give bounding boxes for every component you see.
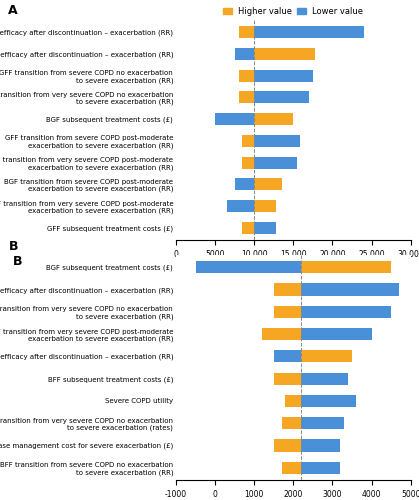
Text: A: A [8, 4, 18, 18]
Bar [238, 92, 254, 104]
Bar [301, 440, 340, 452]
Bar [282, 417, 301, 430]
Bar [301, 328, 372, 340]
Bar [262, 328, 301, 340]
Bar [254, 70, 313, 82]
Bar [254, 48, 315, 60]
Bar [254, 222, 276, 234]
Bar [282, 462, 301, 474]
Bar [254, 156, 297, 168]
Bar [196, 261, 301, 274]
Bar [301, 372, 348, 385]
Bar [274, 350, 301, 362]
Bar [227, 200, 254, 212]
X-axis label: ICUR per QALY gained (2019 £): ICUR per QALY gained (2019 £) [234, 264, 352, 274]
Bar [301, 462, 340, 474]
Bar [285, 395, 301, 407]
Bar [301, 306, 391, 318]
Bar [254, 178, 282, 190]
Bar [254, 92, 309, 104]
Bar [274, 372, 301, 385]
Bar [238, 70, 254, 82]
Bar [215, 113, 254, 125]
Bar [274, 284, 301, 296]
Bar [243, 135, 254, 147]
Bar [235, 48, 254, 60]
Bar [301, 284, 399, 296]
Bar [254, 200, 276, 212]
Text: B: B [13, 255, 22, 268]
Bar [254, 135, 300, 147]
Bar [235, 178, 254, 190]
Text: B: B [8, 240, 18, 252]
Bar [254, 26, 364, 38]
Legend: Higher value, Lower value: Higher value, Lower value [220, 3, 367, 19]
Bar [301, 261, 391, 274]
Bar [243, 156, 254, 168]
Bar [301, 350, 352, 362]
Bar [274, 440, 301, 452]
Bar [238, 26, 254, 38]
Bar [254, 113, 293, 125]
Bar [243, 222, 254, 234]
Bar [301, 417, 344, 430]
Bar [274, 306, 301, 318]
Bar [301, 395, 356, 407]
